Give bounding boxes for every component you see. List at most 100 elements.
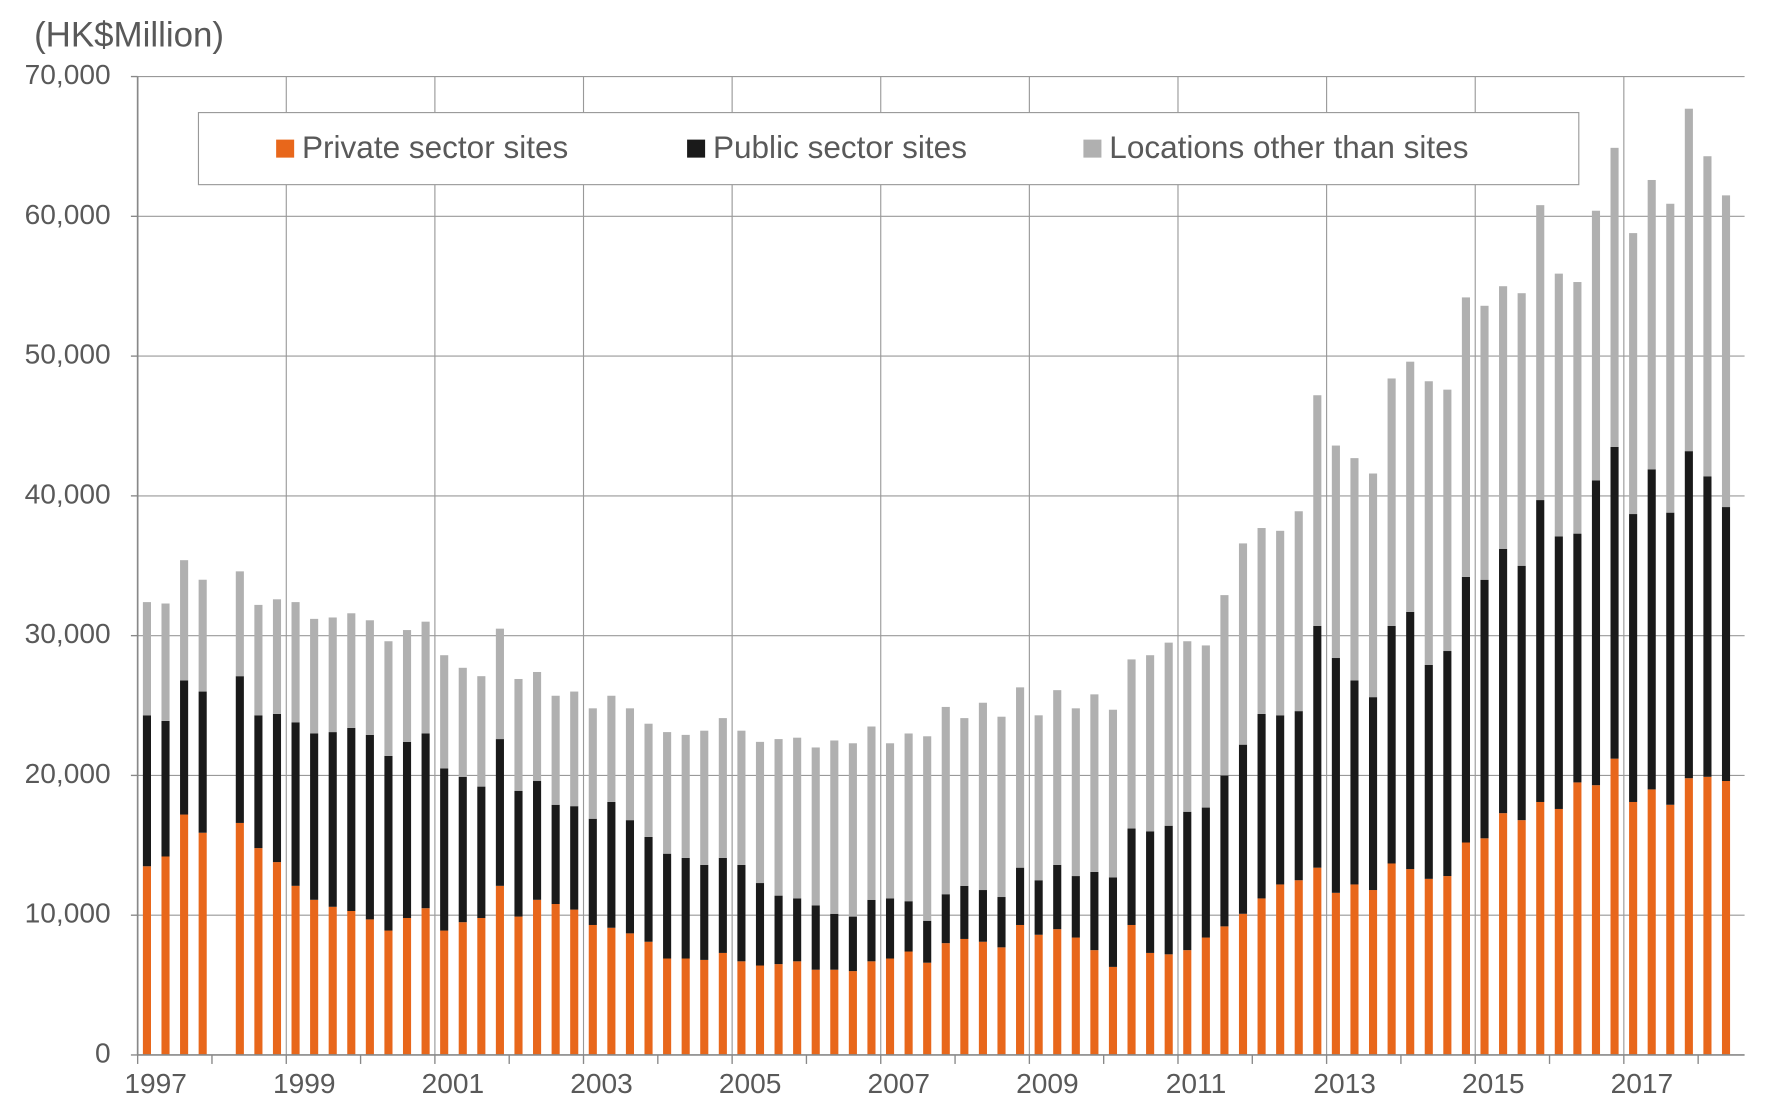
bar-segment xyxy=(1090,694,1099,872)
bar-segment xyxy=(1424,878,1433,1055)
bar-segment xyxy=(700,864,709,960)
bar-segment xyxy=(365,919,374,1055)
bar-segment xyxy=(1276,530,1285,716)
bar-segment xyxy=(941,706,950,895)
bar-segment xyxy=(774,895,783,965)
bar-segment xyxy=(1647,789,1656,1055)
bar-segment xyxy=(1647,179,1656,470)
legend-box xyxy=(197,112,1580,186)
bar-segment xyxy=(1090,950,1099,1055)
bar-segment xyxy=(867,899,876,962)
bar-segment xyxy=(885,958,895,1055)
bar-segment xyxy=(235,676,244,823)
bar-segment xyxy=(1201,645,1210,808)
bar-segment xyxy=(1387,378,1396,626)
bar-segment xyxy=(885,898,895,959)
bar-segment xyxy=(1554,536,1563,809)
bar-segment xyxy=(1313,395,1322,626)
bar-segment xyxy=(291,722,300,886)
bar-segment xyxy=(625,708,635,821)
bar-segment xyxy=(1034,715,1043,881)
bar-segment xyxy=(551,904,560,1055)
bar-segment xyxy=(198,832,207,1055)
bar-segment xyxy=(1629,233,1638,515)
bar-segment xyxy=(588,818,597,925)
bar-segment xyxy=(1164,642,1173,826)
bar-segment xyxy=(161,856,170,1055)
bar-segment xyxy=(533,899,542,1055)
bar-segment xyxy=(1517,293,1526,566)
bar-segment xyxy=(737,961,746,1055)
bar-segment xyxy=(848,971,857,1055)
bar-segment xyxy=(1294,711,1303,881)
bar-segment xyxy=(644,836,653,942)
bar-segment xyxy=(1071,708,1080,877)
bar-segment xyxy=(1387,625,1396,864)
bar-segment xyxy=(477,786,486,918)
bar-segment xyxy=(1406,869,1415,1055)
bar-segment xyxy=(755,883,765,966)
bar-segment xyxy=(811,969,820,1055)
y-tick-label: 40,000 xyxy=(25,478,111,509)
bar-segment xyxy=(1461,842,1470,1055)
bar-segment xyxy=(1629,514,1638,802)
bar-segment xyxy=(1368,697,1378,891)
bar-segment xyxy=(1350,884,1359,1055)
bar-segment xyxy=(1257,528,1266,714)
bar-segment xyxy=(291,602,300,723)
bar-segment xyxy=(514,790,523,917)
bar-segment xyxy=(1238,543,1248,745)
bar-segment xyxy=(458,776,467,923)
bar-segment xyxy=(1629,801,1638,1055)
bar-segment xyxy=(885,743,895,899)
bar-segment xyxy=(1164,825,1173,955)
bar-segment xyxy=(1090,871,1099,951)
bar-segment xyxy=(1666,512,1675,805)
bar-segment xyxy=(997,947,1006,1055)
bar-segment xyxy=(1666,203,1675,513)
bar-segment xyxy=(681,857,690,959)
bar-segment xyxy=(180,560,189,681)
bar-segment xyxy=(811,905,820,970)
bar-segment xyxy=(1368,890,1378,1055)
bar-segment xyxy=(1350,680,1359,885)
legend-label: Private sector sites xyxy=(302,129,568,165)
x-tick-label: 2005 xyxy=(719,1068,782,1099)
bar-segment xyxy=(421,733,430,909)
bar-segment xyxy=(477,917,486,1055)
bar-segment xyxy=(1183,811,1192,951)
bar-segment xyxy=(1016,867,1025,925)
bar-segment xyxy=(198,691,207,833)
bar-segment xyxy=(1499,286,1508,549)
bar-segment xyxy=(588,924,597,1055)
bar-segment xyxy=(607,927,616,1055)
bar-segment xyxy=(533,671,542,782)
bar-segment xyxy=(440,930,449,1055)
bar-segment xyxy=(941,943,950,1055)
bar-segment xyxy=(681,734,690,858)
bar-segment xyxy=(1480,579,1489,839)
x-tick-label: 1999 xyxy=(273,1068,336,1099)
bar-segment xyxy=(811,747,820,906)
legend-swatch xyxy=(687,139,706,158)
bar-segment xyxy=(1127,659,1136,829)
bar-segment xyxy=(1331,658,1340,893)
bar-segment xyxy=(700,730,709,865)
bar-segment xyxy=(1294,511,1303,712)
bar-segment xyxy=(1443,651,1452,877)
bar-segment xyxy=(1480,838,1489,1055)
bar-segment xyxy=(402,917,412,1055)
bar-segment xyxy=(254,715,263,849)
bar-segment xyxy=(904,901,913,952)
x-tick-label: 2009 xyxy=(1016,1068,1079,1099)
bar-segment xyxy=(402,630,412,742)
bar-segment xyxy=(1573,782,1582,1055)
bar-segment xyxy=(1499,548,1508,814)
bar-segment xyxy=(663,732,672,854)
y-tick-label: 30,000 xyxy=(25,618,111,649)
bar-segment xyxy=(1276,715,1285,885)
bar-segment xyxy=(1536,205,1545,501)
bar-segment xyxy=(1276,884,1285,1055)
bar-segment xyxy=(458,922,467,1055)
bar-segment xyxy=(310,733,319,900)
